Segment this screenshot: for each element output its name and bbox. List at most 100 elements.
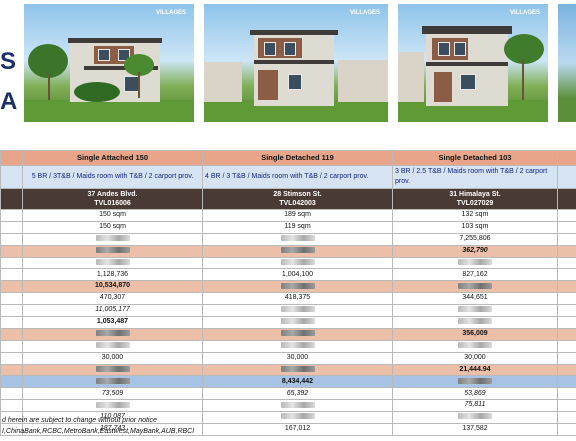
redacted-cell [202,327,393,341]
value-cell: 8,434,442 [202,375,393,389]
redacted-cell [202,363,393,377]
value-cell: 119 sqm [202,220,393,234]
value-cell: 110,087 [22,411,203,425]
brand-mark: VILLAGES [349,10,380,16]
table-row: 356,009 [0,327,576,341]
value-cell: 150 sqm [22,220,203,234]
value-cell: 30,000 [22,351,203,365]
value-cell: 21,444.94 [392,363,558,377]
model-description: 5 BR / 3T&B / Maids room with T&B / 2 ca… [22,165,203,189]
redacted-cell [202,399,393,413]
logo-fragment-bottom: A [0,88,19,115]
redacted-cell [22,256,203,270]
redacted-cell [22,399,203,413]
redacted-cell [22,327,203,341]
table-row: 10,534,870 [0,280,576,294]
model-description: 4 BR / 3 T&B / Maids room with T&B / 2 c… [202,165,393,189]
unit-code: TVL016006 [94,200,131,207]
address-row: 37 Andes Blvd. TVL016006 28 Stimson St. TV… [0,188,576,210]
partner-banks-note: I,ChinaBank,RCBC,MetroBank,Eastwest,MayB… [2,428,195,435]
redacted-cell [392,339,558,353]
table-row: 30,000 30,000 30,000 [0,351,576,365]
value-cell: 11,005,177 [22,304,203,318]
address-cell: 37 Andes Blvd. TVL016006 [22,188,203,210]
redacted-cell [202,339,393,353]
value-cell: 103 sqm [392,220,558,234]
value-cell: 187,743 [22,423,203,436]
value-cell: 827,162 [392,268,558,282]
table-row: 110,087 [0,411,576,425]
value-cell: 1,053,487 [22,316,203,329]
redacted-cell [22,244,203,258]
model-name: Single Detached 103 [392,150,558,166]
redacted-cell [202,256,393,270]
redacted-cell [392,304,558,318]
description-row: 5 BR / 3T&B / Maids room with T&B / 2 ca… [0,165,576,189]
table-row [0,339,576,353]
house-photo-single-detached-119: VILLAGES [204,4,388,122]
cropped-cell [557,150,576,166]
disclaimer-note: d herein are subject to change without p… [2,417,157,424]
redacted-cell [202,232,393,246]
value-cell: 30,000 [392,351,558,365]
table-row: 73,509 65,392 53,869 [0,387,576,401]
value-cell: 362,790 [392,244,558,258]
table-row: 150 sqm 119 sqm 103 sqm [0,220,576,234]
value-cell: 30,000 [202,351,393,365]
redacted-cell [202,244,393,258]
value-cell: 418,375 [202,292,393,306]
redacted-cell [392,316,558,329]
table-row: 11,005,177 [0,304,576,318]
value-cell: 10,534,870 [22,280,203,294]
value-cell: 65,392 [202,387,393,401]
cropped-cell [557,188,576,210]
value-cell: 344,651 [392,292,558,306]
table-row: 75,811 [0,399,576,413]
redacted-cell [22,363,203,377]
value-cell: 167,012 [202,423,393,436]
brand-mark: VILLAGES [509,10,540,16]
table-row: 7,255,806 [0,232,576,246]
row-label-cell [0,150,23,166]
table-row [0,256,576,270]
value-cell: 137,582 [392,423,558,436]
value-cell: 75,811 [392,399,558,413]
redacted-cell [202,280,393,294]
table-row: 1,053,487 [0,316,576,329]
table-row: 1,128,736 1,004,100 827,162 [0,268,576,282]
model-name: Single Detached 119 [202,150,393,166]
redacted-cell [392,256,558,270]
address-cell: 31 Himalaya St. TVL027029 [392,188,558,210]
redacted-cell [392,375,558,389]
brand-mark: VILLAGES [155,10,186,16]
redacted-cell [392,411,558,425]
table-row: 187,743 167,012 137,582 [0,423,576,436]
value-cell: 150 sqm [22,209,203,222]
value-cell: 1,004,100 [202,268,393,282]
model-name: Single Attached 150 [22,150,203,166]
address-cell: 28 Stimson St. TVL042003 [202,188,393,210]
unit-code: TVL042003 [279,200,316,207]
redacted-cell [22,339,203,353]
value-cell: 132 sqm [392,209,558,222]
model-description: 3 BR / 2.5 T&B / Maids room with T&B / 2… [392,165,558,189]
value-cell: 53,869 [392,387,558,401]
house-photo-single-detached-103: VILLAGES [398,4,548,122]
redacted-cell [202,411,393,425]
table-row: 8,434,442 [0,375,576,389]
redacted-cell [22,375,203,389]
cropped-cell [557,165,576,189]
house-photo-cropped [558,4,576,122]
redacted-cell [392,280,558,294]
unit-address: 37 Andes Blvd. [87,191,138,198]
unit-code: TVL027029 [456,200,494,207]
value-cell: 356,009 [392,327,558,341]
value-cell: 73,509 [22,387,203,401]
row-label-cell [0,165,23,189]
value-cell: 7,255,806 [392,232,558,246]
redacted-cell [202,304,393,318]
house-photo-single-attached-150: VILLAGES [24,4,194,122]
table-row: 470,307 418,375 344,651 [0,292,576,306]
table-row: 150 sqm 189 sqm 132 sqm [0,209,576,222]
value-cell: 470,307 [22,292,203,306]
